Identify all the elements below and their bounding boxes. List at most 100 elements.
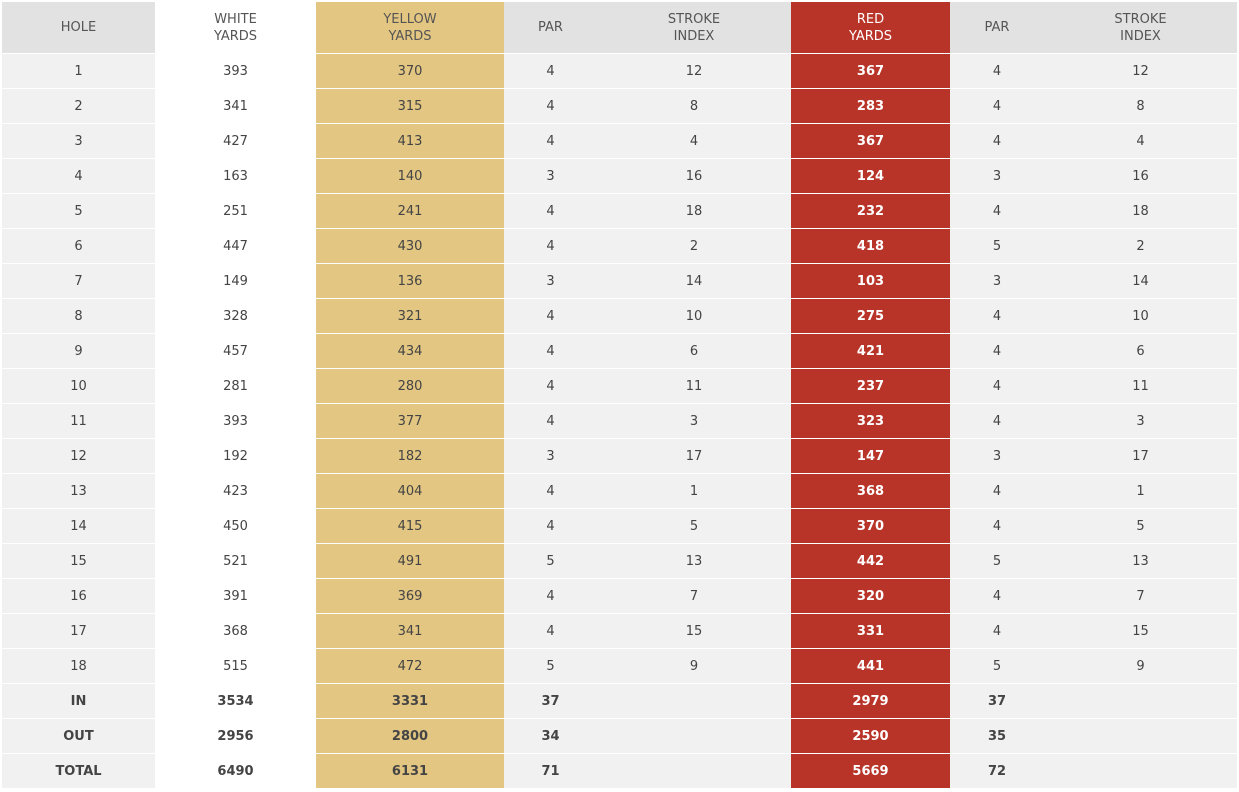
cell: 5669	[791, 753, 950, 789]
hole-row: 15 521 491 5 13 442 5 13	[2, 543, 1237, 579]
cell: 11	[1044, 368, 1237, 404]
cell: 4	[504, 613, 597, 649]
cell: 14	[597, 263, 791, 299]
cell: 3331	[316, 683, 504, 719]
hole-row: 13 423 404 4 1 368 4 1	[2, 473, 1237, 509]
cell: 1	[597, 473, 791, 509]
cell: 418	[791, 228, 950, 264]
cell: 7	[1044, 578, 1237, 614]
cell: 368	[791, 473, 950, 509]
cell: 5	[597, 508, 791, 544]
cell: 237	[791, 368, 950, 404]
cell: 369	[316, 578, 504, 614]
cell: 4	[950, 53, 1044, 89]
hole-row: 6 447 430 4 2 418 5 2	[2, 228, 1237, 264]
cell: 35	[950, 718, 1044, 754]
cell: 393	[155, 53, 316, 89]
cell: 4	[2, 158, 155, 194]
cell: 2800	[316, 718, 504, 754]
cell: 3	[950, 158, 1044, 194]
cell: 447	[155, 228, 316, 264]
cell: 4	[950, 403, 1044, 439]
cell: 4	[950, 193, 1044, 229]
cell	[597, 718, 791, 754]
cell: 450	[155, 508, 316, 544]
cell: 328	[155, 298, 316, 334]
cell: 11	[2, 403, 155, 439]
cell: 331	[791, 613, 950, 649]
cell: 4	[950, 613, 1044, 649]
hole-row: 14 450 415 4 5 370 4 5	[2, 508, 1237, 544]
cell: 16	[597, 158, 791, 194]
cell: IN	[2, 683, 155, 719]
cell: 12	[597, 53, 791, 89]
header-cell: RED YARDS	[791, 2, 950, 54]
cell: 7	[2, 263, 155, 299]
cell: 4	[504, 53, 597, 89]
cell: 370	[791, 508, 950, 544]
cell: 4	[504, 333, 597, 369]
cell: 367	[791, 53, 950, 89]
cell: 13	[597, 543, 791, 579]
cell: 283	[791, 88, 950, 124]
cell: 5	[504, 543, 597, 579]
cell	[1044, 753, 1237, 789]
header-cell: HOLE	[2, 2, 155, 54]
cell: 281	[155, 368, 316, 404]
cell: 4	[504, 473, 597, 509]
header-cell: STROKE INDEX	[1044, 2, 1237, 54]
hole-row: 1 393 370 4 12 367 4 12	[2, 53, 1237, 89]
cell: 2590	[791, 718, 950, 754]
hole-row: 3 427 413 4 4 367 4 4	[2, 123, 1237, 159]
hole-row: 7 149 136 3 14 103 3 14	[2, 263, 1237, 299]
cell: 15	[597, 613, 791, 649]
cell: 442	[791, 543, 950, 579]
cell: 320	[791, 578, 950, 614]
cell: 13	[2, 473, 155, 509]
cell: TOTAL	[2, 753, 155, 789]
header-row: HOLE WHITE YARDS YELLOW YARDS PAR STROKE IND…	[2, 2, 1237, 54]
cell: 251	[155, 193, 316, 229]
cell: OUT	[2, 718, 155, 754]
cell: 4	[504, 88, 597, 124]
cell: 3	[950, 438, 1044, 474]
hole-row: 17 368 341 4 15 331 4 15	[2, 613, 1237, 649]
cell: 323	[791, 403, 950, 439]
cell: 6	[597, 333, 791, 369]
total-row: TOTAL 6490 6131 71 5669 72	[2, 753, 1237, 789]
cell: 1	[2, 53, 155, 89]
cell: 9	[1044, 648, 1237, 684]
cell: 149	[155, 263, 316, 299]
header-text: STROKE INDEX	[1114, 11, 1167, 44]
cell: 10	[1044, 298, 1237, 334]
cell: 103	[791, 263, 950, 299]
hole-row: 18 515 472 5 9 441 5 9	[2, 648, 1237, 684]
cell: 9	[2, 333, 155, 369]
cell: 413	[316, 123, 504, 159]
cell: 393	[155, 403, 316, 439]
cell: 232	[791, 193, 950, 229]
cell: 4	[950, 123, 1044, 159]
cell: 280	[316, 368, 504, 404]
cell: 14	[2, 508, 155, 544]
cell: 3	[504, 158, 597, 194]
table-body: 1 393 370 4 12 367 4 12 2 341 315 4 8 283 4 8 3 427 413 4 4 3…	[2, 53, 1237, 789]
cell	[597, 753, 791, 789]
cell: 15	[2, 543, 155, 579]
cell: 4	[504, 403, 597, 439]
cell: 4	[950, 578, 1044, 614]
cell: 8	[2, 298, 155, 334]
cell: 368	[155, 613, 316, 649]
cell: 34	[504, 718, 597, 754]
cell: 404	[316, 473, 504, 509]
hole-row: 8 328 321 4 10 275 4 10	[2, 298, 1237, 334]
cell: 4	[504, 228, 597, 264]
cell: 4	[1044, 123, 1237, 159]
cell: 4	[950, 298, 1044, 334]
header-cell: PAR	[504, 2, 597, 54]
cell: 140	[316, 158, 504, 194]
header-text: WHITE YARDS	[213, 11, 258, 44]
cell: 391	[155, 578, 316, 614]
